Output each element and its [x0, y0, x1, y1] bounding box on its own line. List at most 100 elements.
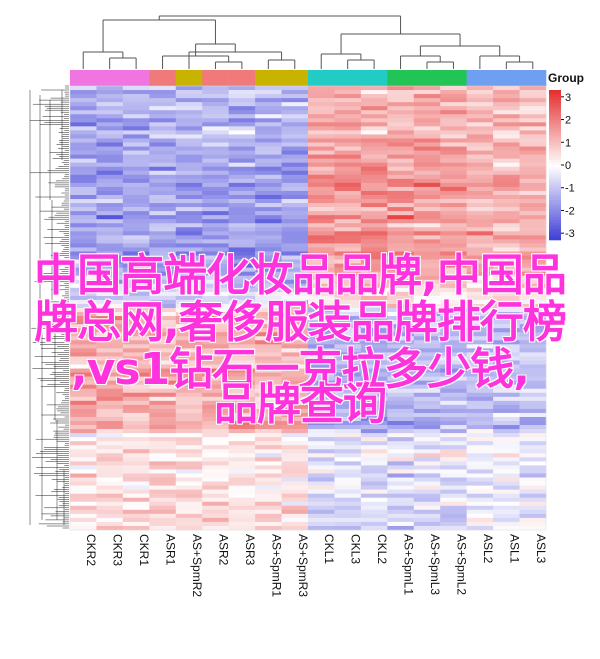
heatmap-cell	[202, 332, 229, 337]
group-cell	[202, 70, 229, 86]
heatmap-cell	[413, 267, 441, 272]
heatmap-cell	[466, 376, 494, 381]
heatmap-cell	[519, 106, 547, 111]
heatmap-cell	[202, 356, 229, 361]
row-dendrogram	[29, 85, 69, 529]
heatmap-cell	[387, 356, 415, 361]
heatmap-cell	[281, 433, 309, 438]
heatmap-cell	[493, 154, 520, 159]
heatmap-cell	[334, 199, 362, 204]
heatmap-cell	[440, 279, 467, 285]
heatmap-cell	[228, 408, 256, 414]
heatmap-cell	[202, 408, 229, 414]
heatmap-cell	[308, 207, 335, 212]
heatmap-cell	[255, 473, 282, 478]
group-cell	[228, 70, 256, 86]
heatmap-cell	[255, 352, 282, 357]
heatmap-cell	[519, 392, 547, 398]
heatmap-cell	[466, 408, 494, 414]
heatmap-cell	[70, 283, 97, 289]
heatmap-cell	[413, 384, 441, 390]
heatmap-cell	[413, 368, 441, 373]
heatmap-cell	[360, 525, 388, 531]
heatmap-cell	[360, 219, 388, 224]
heatmap-cell	[493, 336, 520, 341]
heatmap-cell	[413, 283, 441, 289]
heatmap-cell	[96, 182, 124, 188]
heatmap-cell	[202, 227, 229, 232]
heatmap-cell	[334, 194, 362, 200]
heatmap-cell	[202, 509, 229, 515]
heatmap-cell	[308, 380, 335, 385]
heatmap-cell	[519, 437, 547, 442]
heatmap-cell	[202, 372, 229, 377]
heatmap-cell	[149, 320, 177, 325]
heatmap-cell	[70, 178, 97, 184]
heatmap-cell	[122, 98, 150, 103]
heatmap-cell	[334, 408, 362, 414]
heatmap-cell	[387, 388, 415, 394]
heatmap-cell	[387, 477, 415, 482]
heatmap-cell	[493, 352, 520, 357]
heatmap-cell	[413, 211, 441, 216]
heatmap-cell	[255, 457, 282, 462]
heatmap-cell	[228, 110, 256, 115]
heatmap-cell	[175, 525, 203, 531]
heatmap-cell	[149, 130, 177, 135]
heatmap-cell	[202, 239, 229, 244]
heatmap-cell	[255, 497, 282, 503]
heatmap-cell	[519, 380, 547, 385]
heatmap-cell	[281, 215, 309, 220]
heatmap-cell	[413, 388, 441, 394]
heatmap-cell	[202, 368, 229, 373]
heatmap-cell	[334, 380, 362, 385]
heatmap-cell	[281, 106, 309, 111]
heatmap-cell	[493, 425, 520, 430]
heatmap-cell	[228, 150, 256, 155]
heatmap-cell	[466, 182, 494, 188]
heatmap-cell	[281, 259, 309, 264]
heatmap-cell	[493, 441, 520, 446]
heatmap-cell	[202, 203, 229, 208]
heatmap-cell	[202, 170, 229, 176]
heatmap-cell	[466, 235, 494, 240]
heatmap-cell	[334, 110, 362, 115]
heatmap-cell	[70, 122, 97, 127]
heatmap-cell	[334, 404, 362, 410]
heatmap-cell	[281, 344, 309, 349]
heatmap-cell	[360, 461, 388, 466]
heatmap-cell	[202, 231, 229, 236]
heatmap-cell	[519, 142, 547, 147]
heatmap-cell	[334, 166, 362, 172]
heatmap-cell	[96, 166, 124, 172]
heatmap-cell	[122, 235, 150, 240]
heatmap-cell	[70, 114, 97, 119]
heatmap-cell	[255, 146, 282, 151]
heatmap-cell	[334, 287, 362, 293]
heatmap-cell	[440, 235, 467, 240]
heatmap-cell	[387, 352, 415, 357]
heatmap-cell	[334, 142, 362, 147]
heatmap-cell	[175, 247, 203, 252]
heatmap-cell	[202, 98, 229, 103]
heatmap-cell	[493, 162, 520, 168]
column-label: AS+SpmL2	[454, 534, 468, 595]
heatmap-cell	[334, 303, 362, 309]
heatmap-cell	[228, 437, 256, 442]
heatmap-cell	[202, 158, 229, 163]
heatmap-cell	[228, 453, 256, 458]
heatmap-cell	[387, 344, 415, 349]
heatmap-cell	[360, 332, 388, 337]
heatmap-cell	[440, 481, 467, 486]
heatmap-cell	[387, 287, 415, 293]
heatmap-cell	[519, 150, 547, 155]
heatmap-cell	[149, 461, 177, 466]
heatmap-cell	[413, 166, 441, 172]
heatmap-cell	[440, 336, 467, 341]
heatmap-cell	[360, 94, 388, 99]
heatmap-cell	[70, 457, 97, 462]
heatmap-cell	[360, 251, 388, 256]
heatmap-cell	[387, 457, 415, 462]
heatmap-cell	[413, 425, 441, 430]
heatmap-cell	[466, 421, 494, 426]
